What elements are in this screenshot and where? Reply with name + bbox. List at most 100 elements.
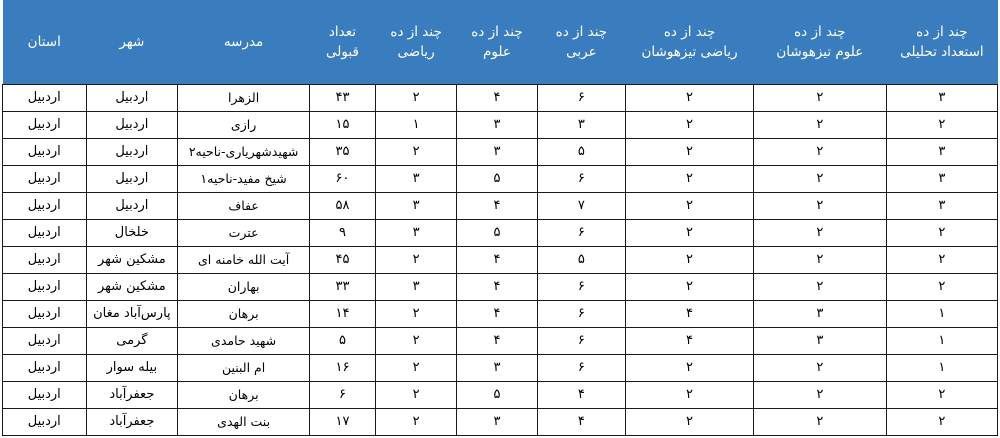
cell-accepted-count: ۳۳ [309,272,376,301]
table-row[interactable]: ۲ ۲ ۲ ۵ ۴ ۲ ۴۵ آیت الله خامنه ای مشکین شهر اردبیل [2,245,999,274]
column-header-math-gifted[interactable]: چند از ده ریاضی تیزهوشان [625,0,754,84]
cell-province: اردبیل [2,407,87,436]
column-header-analytic[interactable]: چند از ده استعداد تحلیلی [886,0,998,84]
table-row[interactable]: ۱ ۳ ۴ ۶ ۴ ۲ ۱۴ برهان پارس‌آباد مغان اردبیل [2,299,999,328]
cell-province: اردبیل [2,191,87,220]
cell-math: ۳ [374,191,458,220]
cell-analytic: ۳ [885,137,999,166]
cell-accepted-count: ۵۸ [309,191,376,220]
cell-analytic: ۲ [885,380,999,409]
cell-math: ۲ [374,83,458,112]
cell-math: ۲ [374,326,458,355]
cell-province: اردبیل [2,272,87,301]
table-header: چند از ده استعداد تحلیلی چند از ده علوم … [2,0,998,84]
cell-science-gifted: ۲ [752,137,887,166]
cell-science-gifted: ۲ [752,353,887,382]
cell-science: ۳ [456,353,538,382]
cell-city: جعفرآباد [85,380,179,409]
cell-school: الزهرا [177,83,311,112]
cell-province: اردبیل [2,110,87,139]
cell-math: ۲ [374,380,458,409]
cell-analytic: ۱ [885,353,999,382]
cell-math-gifted: ۲ [625,164,754,193]
cell-accepted-count: ۱۴ [309,299,376,328]
column-header-arabic[interactable]: چند از ده عربی [537,0,626,84]
cell-school: عترت [177,218,311,247]
cell-math-gifted: ۲ [625,83,754,112]
column-header-school[interactable]: مدرسه [177,0,310,84]
table-row[interactable]: ۱ ۲ ۲ ۶ ۳ ۲ ۱۶ ام البنین بیله سوار اردبیل [2,353,999,382]
table-row[interactable]: ۲ ۲ ۲ ۳ ۳ ۱ ۱۵ رازی اردبیل اردبیل [2,110,999,139]
cell-math-gifted: ۲ [625,272,754,301]
cell-arabic: ۶ [536,83,627,112]
table-row[interactable]: ۳ ۲ ۲ ۶ ۴ ۲ ۴۳ الزهرا اردبیل اردبیل [2,83,999,112]
table-row[interactable]: ۳ ۲ ۲ ۵ ۳ ۲ ۳۵ شهیدشهریاری-ناحیه۲ اردبیل اردبیل [2,137,999,166]
cell-city: مشکین شهر [85,272,179,301]
cell-math: ۲ [374,353,458,382]
cell-accepted-count: ۱۶ [309,353,376,382]
cell-science-gifted: ۲ [752,245,887,274]
cell-science-gifted: ۲ [752,380,887,409]
cell-city: اردبیل [85,110,179,139]
cell-city: اردبیل [85,83,179,112]
cell-math: ۲ [374,245,458,274]
cell-accepted-count: ۴۳ [309,83,376,112]
column-header-science[interactable]: چند از ده علوم [456,0,538,84]
cell-arabic: ۳ [536,110,627,139]
table-row[interactable]: ۳ ۲ ۲ ۷ ۴ ۳ ۵۸ عفاف اردبیل اردبیل [2,191,999,220]
cell-math: ۳ [374,272,458,301]
cell-science: ۴ [456,191,538,220]
table-row[interactable]: ۱ ۳ ۴ ۶ ۴ ۲ ۵ شهید حامدی گرمی اردبیل [2,326,999,355]
cell-province: اردبیل [2,164,87,193]
column-header-science-label: چند از ده علوم [471,23,523,60]
column-header-accepted-count[interactable]: تعداد قبولی [309,0,376,84]
cell-science: ۴ [456,326,538,355]
column-header-city[interactable]: شهر [86,0,178,84]
cell-science-gifted: ۲ [752,272,887,301]
cell-math-gifted: ۲ [625,380,754,409]
cell-school: شهیدشهریاری-ناحیه۲ [177,137,311,166]
column-header-math[interactable]: چند از ده ریاضی [375,0,457,84]
table-row[interactable]: ۲ ۲ ۲ ۶ ۵ ۳ ۹ عترت خلخال اردبیل [2,218,999,247]
cell-science-gifted: ۳ [752,299,887,328]
table-row[interactable]: ۲ ۲ ۲ ۴ ۵ ۲ ۶ برهان جعفرآباد اردبیل [2,380,999,409]
cell-province: اردبیل [2,245,87,274]
cell-math-gifted: ۲ [625,137,754,166]
cell-city: گرمی [85,326,179,355]
cell-analytic: ۲ [885,218,999,247]
cell-accepted-count: ۶ [309,380,376,409]
column-header-province[interactable]: استان [2,0,87,84]
cell-analytic: ۱ [885,326,999,355]
table-row[interactable]: ۲ ۲ ۲ ۴ ۳ ۲ ۱۷ بنت الهدی جعفرآباد اردبیل [2,407,999,436]
cell-school: رازی [177,110,311,139]
cell-accepted-count: ۳۵ [309,137,376,166]
cell-analytic: ۳ [885,164,999,193]
cell-science-gifted: ۲ [752,110,887,139]
column-header-analytic-label: چند از ده استعداد تحلیلی [900,23,984,60]
cell-arabic: ۵ [536,137,627,166]
cell-math-gifted: ۲ [625,218,754,247]
cell-science: ۴ [456,299,538,328]
cell-school: آیت الله خامنه ای [177,245,311,274]
cell-science: ۳ [456,137,538,166]
cell-arabic: ۶ [536,272,627,301]
column-header-math-label: چند از ده ریاضی [390,23,442,60]
cell-science-gifted: ۲ [752,407,887,436]
column-header-accepted-count-label: تعداد قبولی [326,23,359,60]
cell-math: ۳ [374,218,458,247]
cell-math-gifted: ۲ [625,407,754,436]
table-row[interactable]: ۲ ۲ ۲ ۶ ۴ ۳ ۳۳ بهاران مشکین شهر اردبیل [2,272,999,301]
table-row[interactable]: ۳ ۲ ۲ ۶ ۵ ۳ ۶۰ شیخ مفید-ناحیه۱ اردبیل اردبیل [2,164,999,193]
cell-school: برهان [177,299,311,328]
cell-province: اردبیل [2,218,87,247]
cell-science: ۳ [456,110,538,139]
cell-science: ۳ [456,407,538,436]
cell-math: ۲ [374,299,458,328]
cell-school: شیخ مفید-ناحیه۱ [177,164,311,193]
cell-science-gifted: ۲ [752,191,887,220]
cell-arabic: ۶ [536,299,627,328]
cell-math-gifted: ۴ [625,326,754,355]
column-header-science-gifted[interactable]: چند از ده علوم تیزهوشان [753,0,887,84]
cell-city: جعفرآباد [85,407,179,436]
cell-school: بهاران [177,272,311,301]
